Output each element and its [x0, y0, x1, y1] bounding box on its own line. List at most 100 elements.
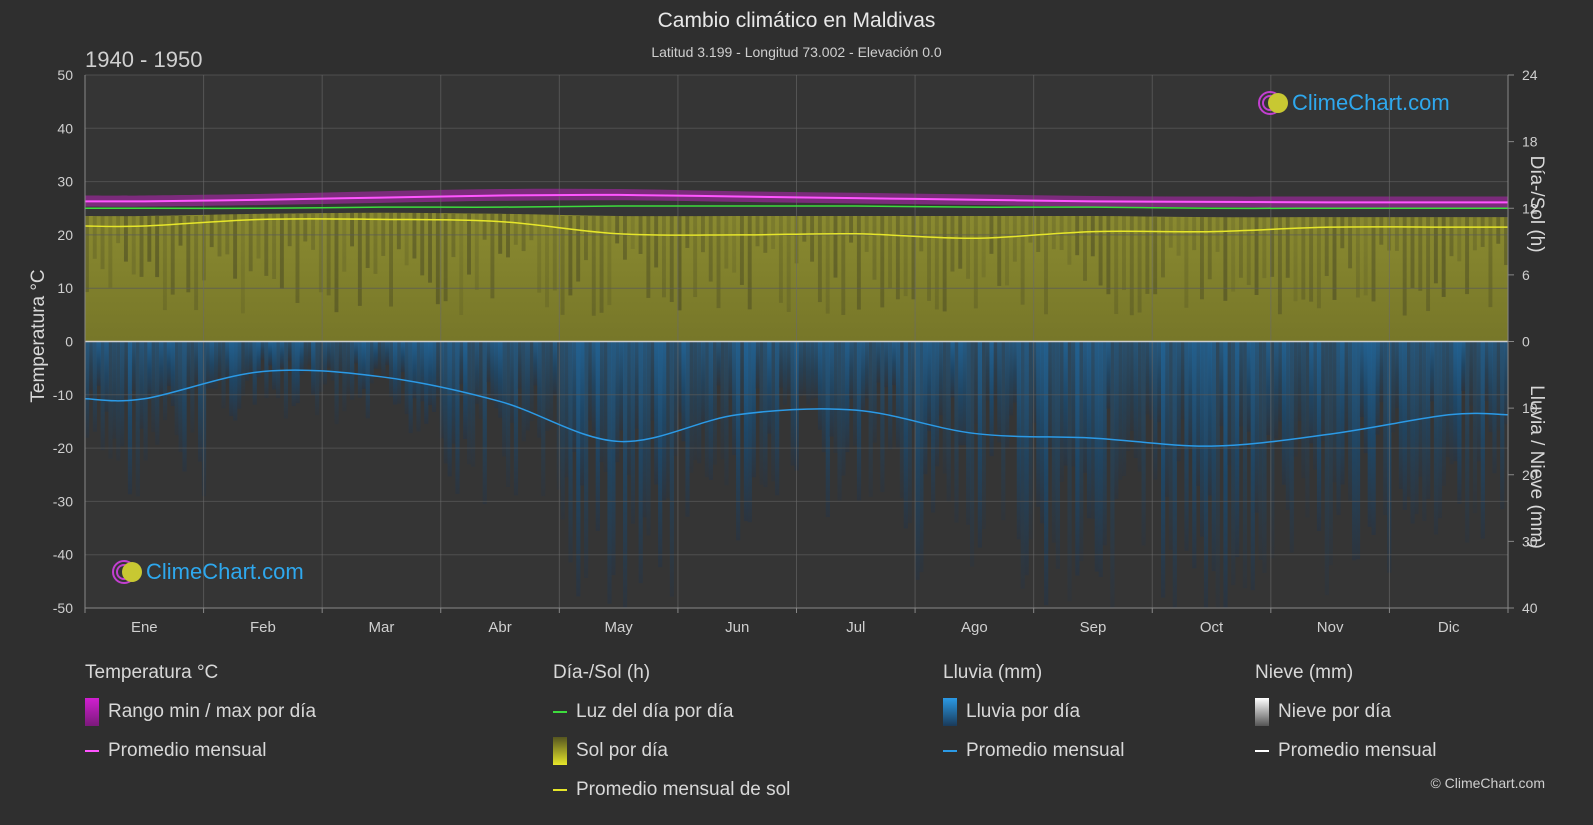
sunshine-day-bar — [958, 216, 963, 269]
rain-day-bar — [162, 341, 168, 421]
left-tick-label: 0 — [65, 334, 73, 350]
rain-day-bar — [619, 341, 624, 431]
rain-day-bar — [1500, 341, 1505, 510]
rain-day-bar — [1352, 341, 1357, 561]
rain-day-bar — [1433, 341, 1439, 535]
legend-label: Lluvia por día — [966, 701, 1081, 722]
rain-day-bar — [669, 341, 674, 597]
sunshine-avg-line — [84, 218, 1508, 239]
rain-day-bar — [580, 341, 585, 486]
sunshine-day-bar — [1324, 217, 1329, 277]
rain-day-bar — [509, 341, 515, 423]
sunshine-day-bar — [1067, 216, 1072, 265]
sunshine-day-bar — [1270, 217, 1275, 277]
sunshine-day-bar — [295, 213, 300, 303]
left-tick-label: 10 — [57, 280, 73, 296]
rain-day-bar — [697, 341, 702, 464]
sunshine-day-bar — [872, 216, 877, 280]
rain-day-bar — [412, 341, 417, 399]
rain-day-bar — [369, 341, 374, 384]
rain-day-bar — [315, 341, 320, 416]
rain-day-bar — [1141, 341, 1146, 546]
rain-day-bar — [439, 341, 444, 439]
rain-day-bar — [1118, 341, 1123, 480]
legend-item: Nieve por día — [1255, 698, 1436, 726]
legend-item: Promedio mensual — [1255, 738, 1436, 764]
sunshine-day-bar — [412, 212, 417, 259]
sunshine-day-bar — [131, 216, 136, 275]
rain-day-bar — [962, 341, 967, 446]
sunshine-day-bar — [209, 213, 214, 248]
rain-day-bar — [377, 341, 382, 370]
rain-day-bar — [1079, 341, 1084, 562]
rain-day-bar — [685, 341, 690, 517]
rain-day-bar — [1161, 341, 1166, 598]
sunshine-day-bar — [630, 216, 635, 249]
rain-day-bar — [151, 341, 156, 433]
sunshine-day-bar — [311, 213, 316, 250]
rain-day-bar — [1137, 341, 1142, 472]
rain-day-bar — [552, 341, 558, 395]
rain-day-bar — [1001, 341, 1006, 521]
rain-day-bar — [638, 341, 643, 584]
rain-day-bar — [1422, 341, 1427, 521]
legend-swatch — [85, 698, 99, 726]
logo-bottom[interactable]: ClimeChart.com — [112, 557, 304, 587]
rain-day-bar — [778, 341, 784, 388]
rain-day-bar — [591, 341, 597, 431]
rain-day-bar — [225, 341, 230, 378]
sunshine-day-bar — [1449, 217, 1454, 257]
rain-day-bar — [775, 341, 780, 496]
sunshine-day-bar — [1075, 216, 1080, 256]
rain-day-bar — [143, 341, 148, 461]
legend-label: Promedio mensual — [966, 740, 1125, 761]
rain-day-bar — [985, 341, 990, 401]
rain-day-bar — [767, 341, 772, 434]
climechart-logo-icon — [112, 560, 142, 584]
month-label: Oct — [1200, 619, 1224, 636]
right-tick-label-hours: 6 — [1522, 267, 1530, 283]
rain-day-bar — [790, 341, 795, 466]
sunshine-day-bar — [849, 216, 854, 243]
rain-day-bar — [751, 341, 756, 478]
sunshine-day-bar — [1340, 217, 1345, 249]
rain-day-bar — [541, 341, 546, 497]
rain-day-bar — [1461, 341, 1466, 391]
rain-day-bar — [217, 341, 222, 377]
rain-day-bar — [322, 341, 328, 385]
sunshine-day-bar — [615, 216, 620, 244]
rain-day-bar — [1266, 341, 1271, 436]
rain-day-bar — [927, 341, 932, 432]
rain-day-bar — [307, 341, 312, 365]
legend-item: Rango min / max por día — [85, 698, 316, 726]
sunshine-day-bar — [287, 213, 292, 247]
rain-day-bar — [993, 341, 998, 400]
rain-day-bar — [786, 341, 791, 395]
sunshine-day-bar — [669, 216, 674, 303]
daylight-line — [84, 205, 1508, 210]
rain-day-bar — [260, 341, 265, 360]
sunshine-day-bar — [716, 216, 721, 309]
rain-day-bar — [1344, 341, 1349, 432]
rain-day-bar — [821, 341, 827, 453]
sunshine-day-bar — [1418, 217, 1423, 291]
sunshine-day-bar — [1355, 217, 1360, 298]
sunshine-day-bar — [256, 213, 261, 259]
sunshine-day-bar — [693, 216, 698, 298]
temperature-avg-line — [84, 193, 1508, 204]
sunshine-day-bar — [973, 216, 978, 309]
rain-day-bar — [1098, 341, 1103, 577]
rain-day-bar — [942, 341, 947, 474]
rain-day-bar — [350, 341, 355, 400]
rain-day-bar — [1359, 341, 1365, 418]
rain-day-bar — [782, 341, 788, 406]
sunshine-day-bar — [802, 216, 807, 242]
sunshine-day-bar — [623, 216, 627, 260]
sunshine-day-bar — [404, 212, 409, 266]
sunshine-day-bar — [1106, 216, 1111, 295]
right-tick-label-mm: 30 — [1522, 533, 1538, 549]
logo-top[interactable]: ClimeChart.com — [1258, 88, 1450, 118]
rain-day-bar — [455, 341, 460, 494]
sunshine-day-bar — [654, 216, 659, 268]
rain-day-bar — [268, 341, 273, 366]
